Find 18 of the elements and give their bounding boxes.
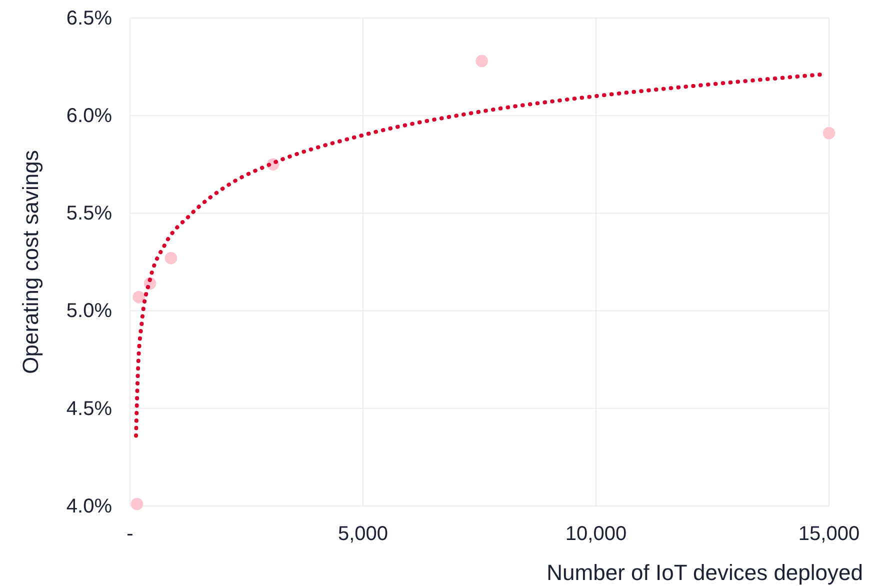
- y-tick-label: 5.0%: [66, 300, 112, 322]
- line-series: [134, 72, 822, 438]
- x-tick-label: 15,000: [798, 523, 860, 546]
- y-tick-label: 4.5%: [66, 398, 112, 420]
- x-tick-label: -: [126, 523, 134, 546]
- x-tick-label: 5,000: [338, 523, 388, 546]
- point: [822, 127, 836, 140]
- x-tick-label: 10,000: [565, 523, 627, 546]
- point: [164, 252, 178, 264]
- y-tick-label: 6.0%: [66, 105, 112, 127]
- x-axis-title: Number of IoT devices deployed: [546, 560, 863, 585]
- y-tick-label: 4.0%: [66, 495, 112, 518]
- point: [130, 498, 144, 510]
- y-tick-label: 6.5%: [66, 7, 112, 30]
- y-axis-title: Operating cost savings: [18, 150, 43, 374]
- point: [132, 290, 146, 304]
- y-tick-label: 5.5%: [66, 202, 112, 225]
- point: [476, 54, 488, 68]
